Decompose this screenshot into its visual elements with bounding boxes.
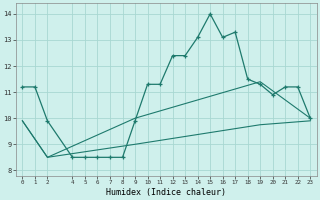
X-axis label: Humidex (Indice chaleur): Humidex (Indice chaleur) bbox=[106, 188, 226, 197]
